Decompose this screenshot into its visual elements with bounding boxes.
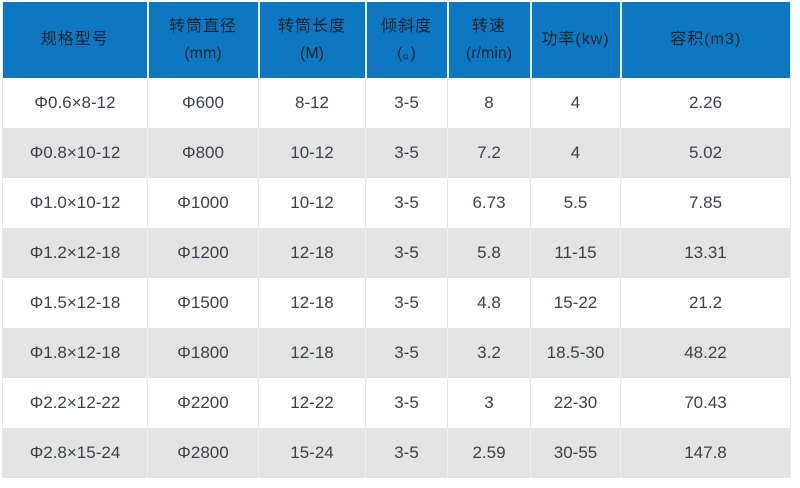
column-header-5: 转速 (r/min) [447,2,532,78]
table-cell: Φ1.5×12-18 [2,278,148,328]
spec-table: 规格型号 转筒直径 (mm) 转筒长度 (M) 倾斜度 (。) 转速 (r/min) 功率(kw)… [2,2,791,478]
table-row: Φ2.2×12-22 Φ2200 12-22 3-5 3 22-30 70.43 [2,378,791,428]
table-cell: 5.5 [530,178,621,228]
column-header-label: 规格型号 [40,31,109,49]
table-cell: 12-18 [258,228,366,278]
table-cell: 30-55 [530,428,621,478]
table-cell: Φ1800 [147,328,259,378]
table-cell: Φ1.0×10-12 [2,178,148,228]
table-row: Φ0.8×10-12 Φ800 10-12 3-5 7.2 4 5.02 [2,128,791,178]
table-cell: 3-5 [365,178,448,228]
table-cell: 12-22 [258,378,366,428]
table-cell: 70.43 [620,378,791,428]
table-cell: 3 [447,378,531,428]
table-cell: Φ2800 [147,428,259,478]
table-cell: 15-22 [530,278,621,328]
table-row: Φ1.2×12-18 Φ1200 12-18 3-5 5.8 11-15 13.31 [2,228,791,278]
table-row: Φ1.5×12-18 Φ1500 12-18 3-5 4.8 15-22 21.2 [2,278,791,328]
column-header-3: 转筒长度 (M) [258,2,367,78]
table-cell: 3-5 [365,378,448,428]
table-cell: 10-12 [258,128,366,178]
column-header-7: 容积(m3) [620,2,791,78]
table-body: Φ0.6×8-12 Φ600 8-12 3-5 8 4 2.26 Φ0.8×10-12 Φ800… [2,78,791,478]
table-cell: 8 [447,78,531,128]
column-header-unit: (r/min) [465,45,513,62]
table-cell: 7.85 [620,178,791,228]
table-cell: Φ1000 [147,178,259,228]
table-cell: 4 [530,128,621,178]
header-row: 规格型号 转筒直径 (mm) 转筒长度 (M) 倾斜度 (。) 转速 (r/min) 功率(kw)… [2,2,791,78]
table-cell: 6.73 [447,178,531,228]
table-cell: Φ0.6×8-12 [2,78,148,128]
table-cell: Φ800 [147,128,259,178]
table-cell: 12-18 [258,328,366,378]
table-cell: Φ0.8×10-12 [2,128,148,178]
table-cell: 3-5 [365,278,448,328]
column-header-6: 功率(kw) [530,2,622,78]
table-cell: Φ1200 [147,228,259,278]
column-header-4: 倾斜度 (。) [365,2,449,78]
table-cell: 2.26 [620,78,791,128]
table-cell: 3-5 [365,328,448,378]
table-row: Φ1.8×12-18 Φ1800 12-18 3-5 3.2 18.5-30 48.22 [2,328,791,378]
table-cell: 18.5-30 [530,328,621,378]
table-cell: 8-12 [258,78,366,128]
table-cell: 11-15 [530,228,621,278]
column-header-unit: (。) [397,45,416,62]
table-cell: 2.59 [447,428,531,478]
column-header-label: 倾斜度 [380,17,432,35]
table-cell: Φ2.2×12-22 [2,378,148,428]
table-cell: 12-18 [258,278,366,328]
column-header-unit: (mm) [184,45,222,62]
column-header-label: 转速 [471,17,506,35]
table-cell: Φ1.8×12-18 [2,328,148,378]
table-cell: 13.31 [620,228,791,278]
table-cell: 5.02 [620,128,791,178]
column-header-label: 转筒长度 [277,17,346,35]
table-cell: 5.8 [447,228,531,278]
column-header-unit: (M) [300,45,324,62]
table-cell: 48.22 [620,328,791,378]
column-header-1: 规格型号 [2,2,149,78]
table-cell: 147.8 [620,428,791,478]
table-cell: Φ2200 [147,378,259,428]
table-cell: 10-12 [258,178,366,228]
table-cell: 22-30 [530,378,621,428]
table-cell: 21.2 [620,278,791,328]
table-cell: Φ1500 [147,278,259,328]
table-cell: 3-5 [365,128,448,178]
table-cell: 7.2 [447,128,531,178]
table-cell: Φ2.8×15-24 [2,428,148,478]
table-cell: 3-5 [365,78,448,128]
table-row: Φ0.6×8-12 Φ600 8-12 3-5 8 4 2.26 [2,78,791,128]
table-cell: 3-5 [365,228,448,278]
table-row: Φ2.8×15-24 Φ2800 15-24 3-5 2.59 30-55 147.8 [2,428,791,478]
table-cell: 4.8 [447,278,531,328]
table-cell: 4 [530,78,621,128]
column-header-label: 容积(m3) [670,31,742,49]
table-cell: 3.2 [447,328,531,378]
table-cell: 15-24 [258,428,366,478]
table-header: 规格型号 转筒直径 (mm) 转筒长度 (M) 倾斜度 (。) 转速 (r/min) 功率(kw)… [2,2,791,78]
table-cell: Φ600 [147,78,259,128]
column-header-label: 功率(kw) [541,31,610,49]
column-header-2: 转筒直径 (mm) [147,2,260,78]
table-row: Φ1.0×10-12 Φ1000 10-12 3-5 6.73 5.5 7.85 [2,178,791,228]
table-cell: Φ1.2×12-18 [2,228,148,278]
column-header-label: 转筒直径 [168,17,237,35]
table-cell: 3-5 [365,428,448,478]
